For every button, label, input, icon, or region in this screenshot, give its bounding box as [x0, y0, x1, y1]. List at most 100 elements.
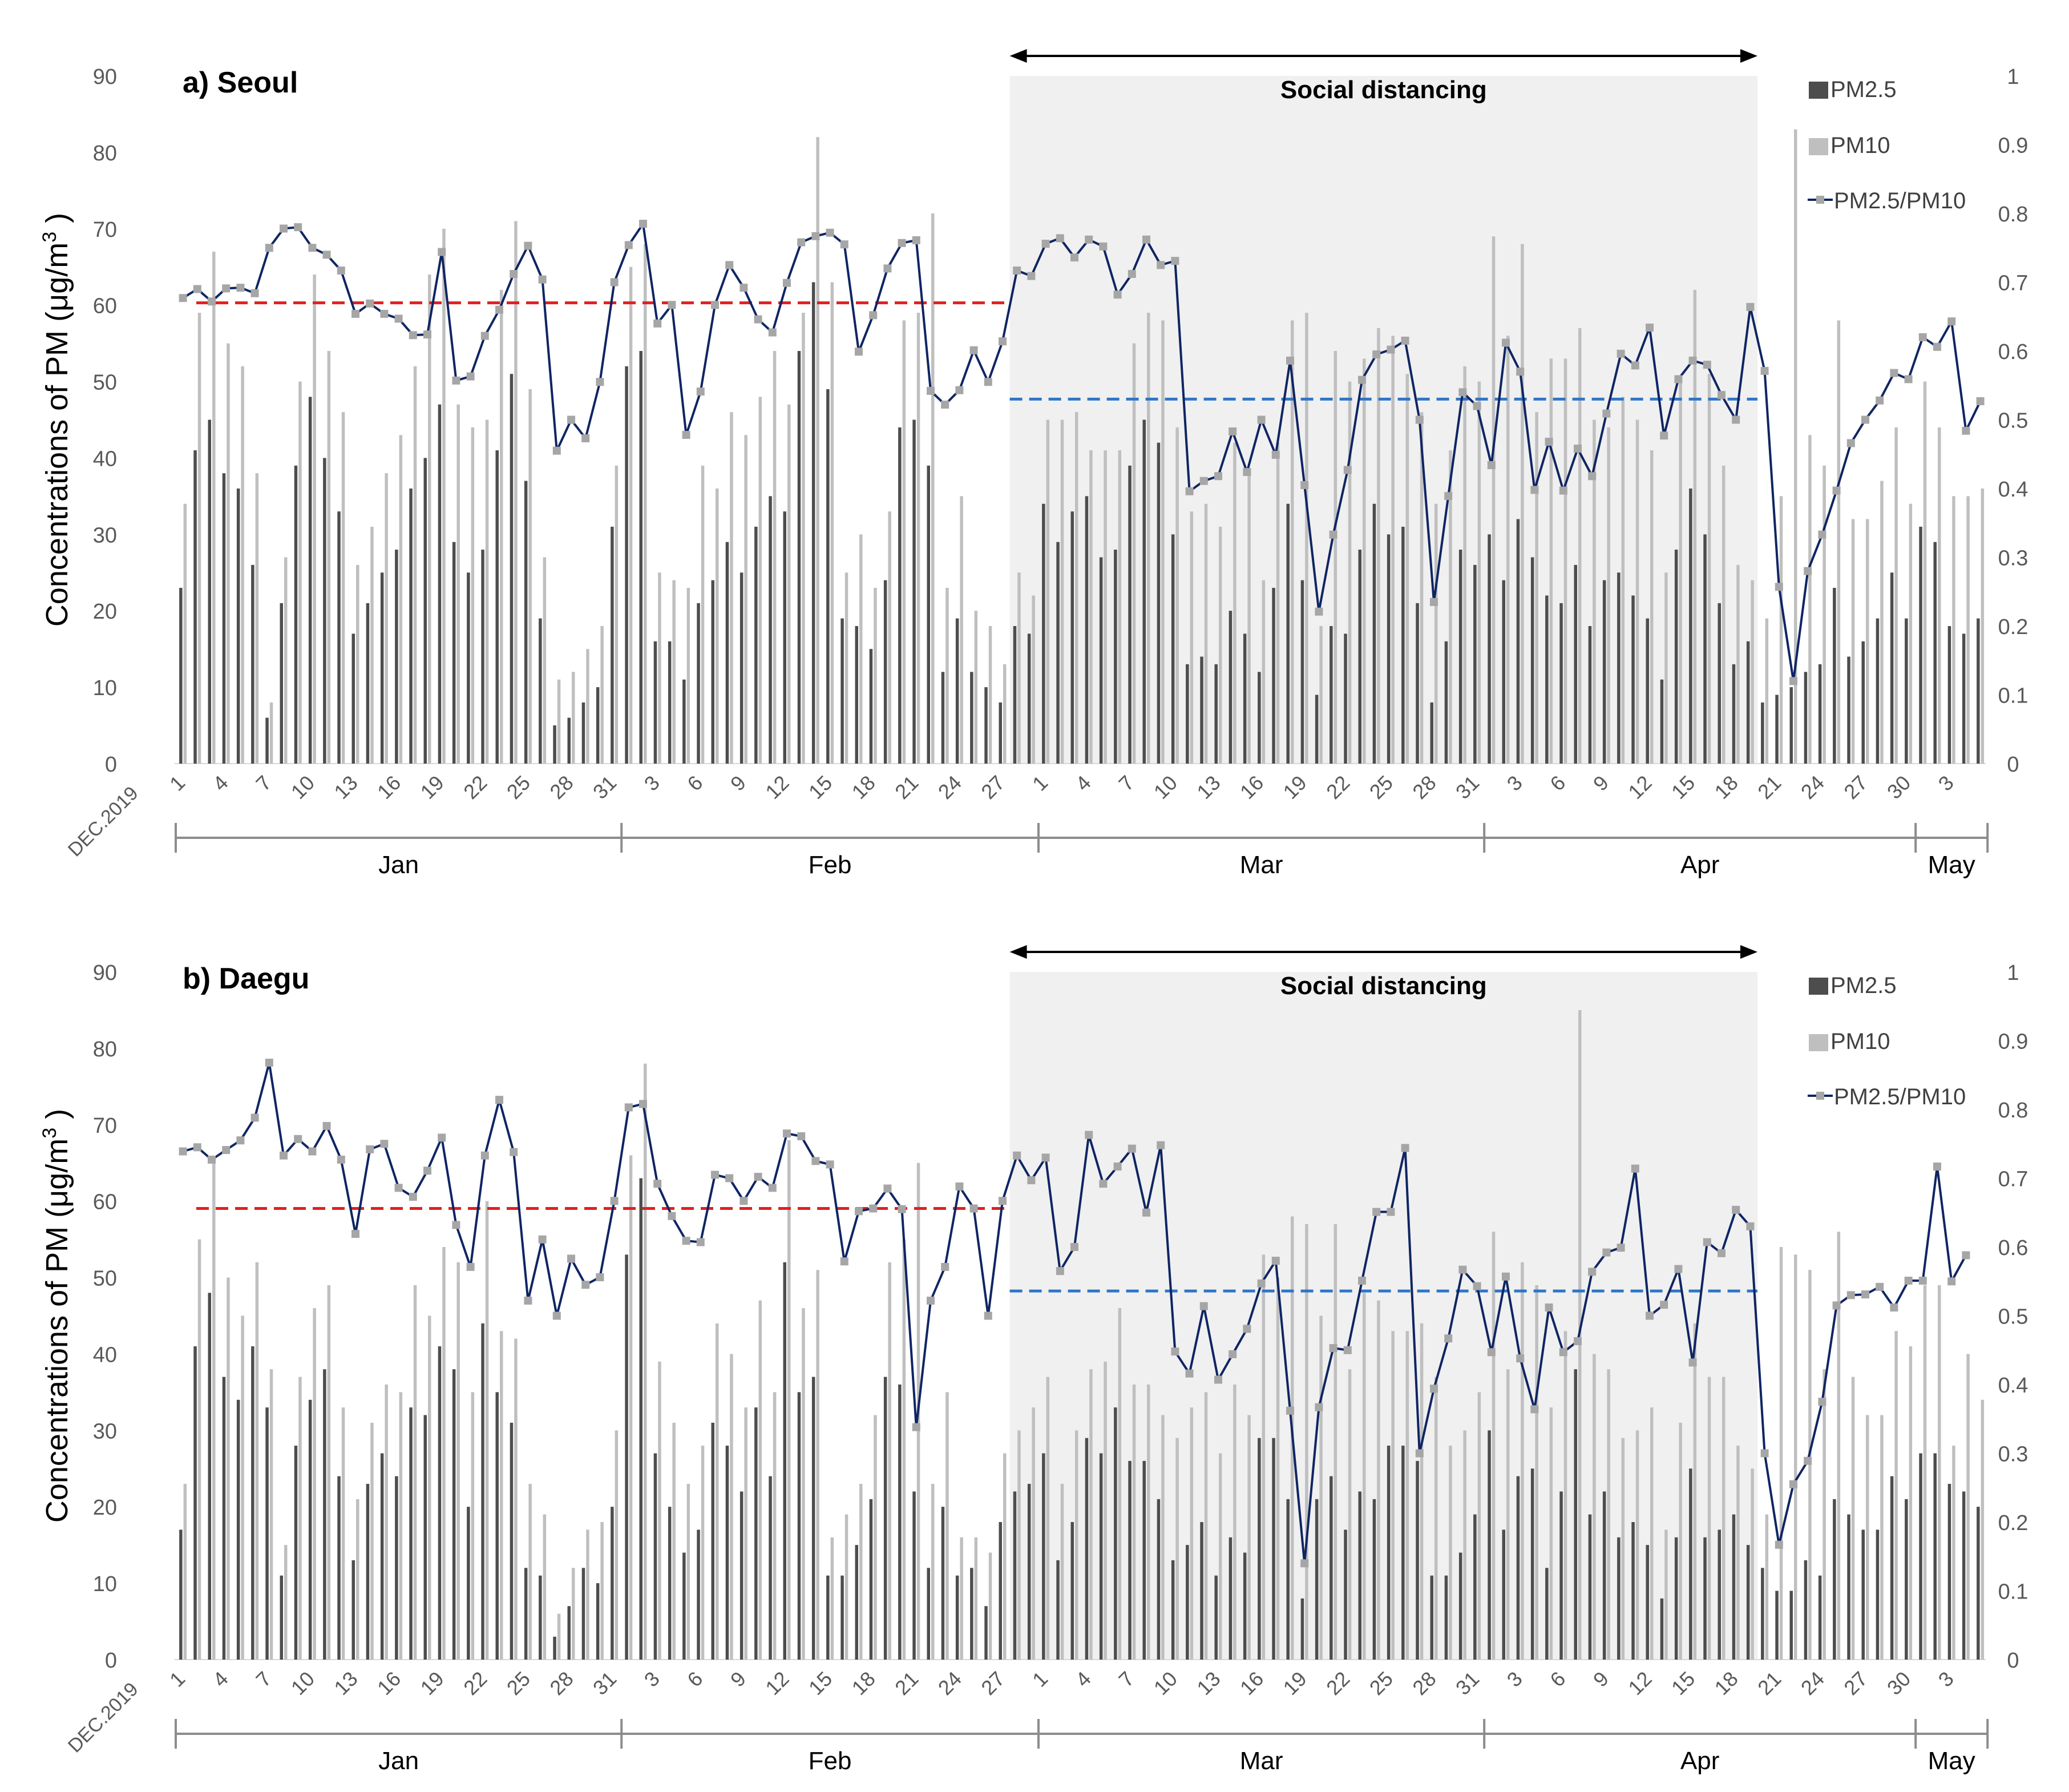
pm10-bar: [916, 313, 920, 764]
ratio-marker: [1300, 1559, 1309, 1568]
day-tick-label: 10: [1149, 771, 1182, 804]
day-tick-label: 4: [208, 1667, 233, 1692]
ratio-marker: [1559, 1348, 1567, 1357]
day-tick-label: 4: [1071, 1667, 1096, 1692]
pm25-bar: [1070, 1522, 1074, 1660]
day-tick-label: 31: [588, 771, 621, 804]
pm10-bar: [543, 557, 547, 764]
pm25-bar: [539, 1575, 542, 1660]
pm25-bar: [625, 1254, 628, 1660]
day-tick-label: 7: [1114, 771, 1138, 796]
pm10-bar: [1463, 1430, 1466, 1660]
day-tick-label: 12: [761, 1667, 793, 1700]
ratio-marker: [1085, 235, 1093, 244]
pm25-bar: [1617, 1537, 1621, 1660]
pm25-bar: [1056, 1560, 1060, 1660]
ratio-marker: [1574, 445, 1582, 453]
day-tick-label: 25: [1365, 1667, 1397, 1700]
ratio-marker: [1157, 1141, 1165, 1149]
pm10-bar: [586, 1529, 589, 1660]
ratio-marker: [855, 348, 863, 356]
pm10-bar: [629, 1155, 633, 1660]
pm25-bar: [1890, 572, 1894, 764]
pm10-bar: [1405, 374, 1409, 764]
ratio-marker: [1861, 415, 1869, 424]
ratio-marker: [280, 1151, 288, 1160]
ratio-marker: [524, 1296, 532, 1305]
pm25-bar: [826, 1575, 830, 1660]
ratio-marker: [1947, 317, 1956, 326]
pm25-bar: [452, 542, 456, 764]
pm25-bar: [668, 641, 672, 764]
right-axis-tick-label: 0.5: [1998, 1305, 2028, 1329]
social-distancing-label: Social distancing: [1280, 76, 1487, 104]
pm25-bar: [495, 1392, 499, 1660]
ratio-marker: [1271, 450, 1280, 459]
pm25-bar: [1358, 1491, 1361, 1660]
ratio-marker: [984, 1311, 992, 1320]
ratio-marker: [941, 400, 949, 409]
pm10-bar: [1693, 289, 1697, 764]
left-axis-tick-label: 20: [93, 600, 117, 624]
day-tick-label: 9: [726, 771, 750, 796]
pm25-bar: [1056, 542, 1060, 764]
ratio-marker: [524, 241, 532, 250]
pm25-bar: [1631, 1522, 1635, 1660]
pm10-bar: [1363, 1293, 1366, 1660]
pm25-bar: [1876, 618, 1880, 764]
pm10-bar: [1722, 465, 1725, 764]
ratio-marker: [423, 1167, 431, 1175]
pm10-bar: [1880, 481, 1884, 764]
ratio-marker: [1056, 234, 1064, 243]
pm25-bar: [1243, 633, 1247, 764]
ratio-marker: [1530, 1405, 1539, 1414]
pm25-bar: [869, 1499, 873, 1660]
ratio-marker: [179, 294, 187, 302]
seoul-chart-panel: Social distancing a) Seoul 0 10 20 30 40 50 60 70…: [39, 49, 2028, 879]
pm10-bar: [1779, 1247, 1783, 1660]
pm10-bar: [1132, 1385, 1136, 1660]
ratio-marker: [1027, 1176, 1036, 1185]
pm10-bar: [1377, 1300, 1380, 1660]
ratio-marker: [265, 244, 273, 252]
pm10-bar: [1262, 580, 1266, 764]
day-tick-label: 27: [1839, 771, 1872, 804]
ratio-marker: [653, 1180, 662, 1188]
pm10-bar: [1017, 572, 1021, 764]
social-distancing-label: Social distancing: [1280, 972, 1487, 1000]
pm25-bar: [1157, 1499, 1161, 1660]
pm10-bar: [1823, 465, 1826, 764]
ratio-marker: [1387, 345, 1395, 354]
pm25-bar: [1272, 1438, 1275, 1660]
pm10-bar: [1794, 1254, 1797, 1660]
ratio-marker: [840, 1257, 848, 1266]
pm10-bar: [1765, 618, 1769, 764]
pm10-bar: [1894, 427, 1898, 764]
ratio-marker: [236, 1136, 245, 1145]
day-tick-label: 25: [502, 1667, 535, 1700]
ratio-marker: [1372, 350, 1381, 359]
ratio-marker: [1976, 397, 1985, 405]
pm25-bar: [236, 1399, 240, 1660]
ratio-marker: [883, 1184, 892, 1193]
pm10-bar: [1521, 244, 1524, 764]
ratio-marker: [682, 431, 690, 439]
pm10-bar: [514, 221, 518, 764]
ratio-marker: [1070, 1243, 1078, 1251]
ratio-marker: [538, 275, 547, 284]
right-axis-tick-label: 0.2: [1998, 1511, 2028, 1535]
start-date-label: DEC.2019: [64, 782, 143, 861]
month-label: May: [1928, 1747, 1975, 1775]
pm10-bar: [902, 320, 906, 764]
pm10-bar: [1032, 1407, 1035, 1660]
ratio-marker: [1128, 1144, 1136, 1153]
pm25-bar: [682, 679, 686, 764]
pm25-bar: [1962, 1491, 1966, 1660]
pm25-bar: [811, 282, 815, 764]
ratio-marker: [1502, 1272, 1510, 1281]
pm25-bar: [1315, 1499, 1319, 1660]
ratio-marker: [1171, 1347, 1179, 1356]
pm25-bar: [1171, 1560, 1175, 1660]
ratio-marker: [1401, 1144, 1409, 1152]
day-tick-label: 9: [1589, 771, 1613, 796]
